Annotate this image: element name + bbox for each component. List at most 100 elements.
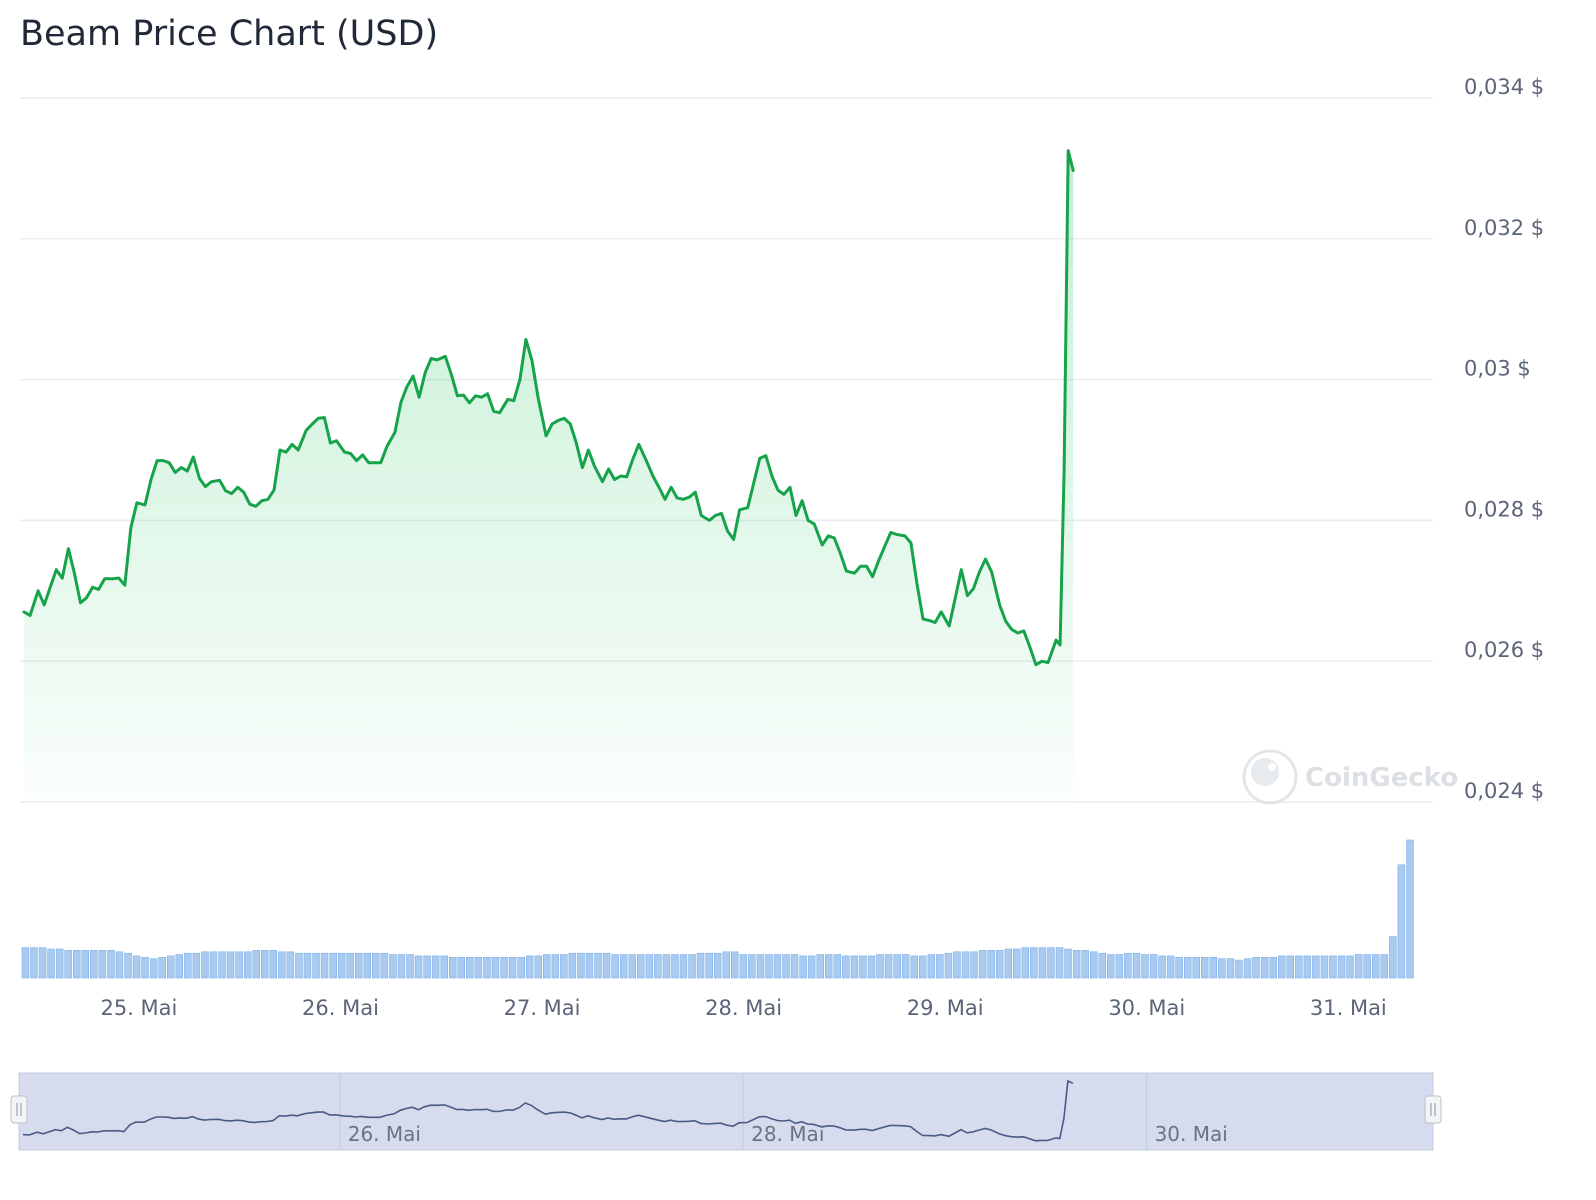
volume-bar xyxy=(1252,956,1260,979)
volume-bar xyxy=(816,954,824,979)
volume-bar xyxy=(98,950,107,979)
volume-bar xyxy=(1004,948,1012,979)
volume-bar xyxy=(551,954,560,979)
volume-bar xyxy=(1021,947,1030,979)
volume-bar xyxy=(269,950,277,979)
x-tick-label: 30. Mai xyxy=(1108,996,1185,1020)
volume-bar xyxy=(1107,954,1115,979)
volume-bar xyxy=(1320,955,1329,979)
y-axis: 0,034 $ 0,032 $ 0,03 $ 0,028 $ 0,026 $ 0,024 … xyxy=(1464,75,1544,803)
volume-bar xyxy=(850,955,859,979)
volume-bar xyxy=(756,954,765,979)
volume-bar xyxy=(1286,955,1295,979)
volume-bar xyxy=(568,952,577,979)
volume-bar xyxy=(175,954,184,979)
x-tick-label: 25. Mai xyxy=(100,996,177,1020)
volume-bar xyxy=(431,955,440,979)
volume-bar xyxy=(508,956,517,979)
volume-bar xyxy=(372,952,380,979)
volume-bar xyxy=(1047,947,1055,979)
navigator-selection[interactable] xyxy=(18,1072,1434,1151)
volume-bar xyxy=(859,955,867,979)
volume-bar xyxy=(1397,864,1406,979)
volume-bar xyxy=(1055,947,1064,979)
watermark-text: CoinGecko xyxy=(1305,763,1458,793)
volume-bar xyxy=(474,956,483,979)
volume-bar xyxy=(1012,948,1021,979)
volume-bar xyxy=(192,952,201,979)
volume-bar xyxy=(55,948,64,979)
volume-bar xyxy=(824,954,833,979)
volume-bar xyxy=(662,954,671,979)
volume-bar xyxy=(679,954,688,979)
volume-bar xyxy=(560,954,568,979)
volume-bar xyxy=(807,955,816,979)
y-tick-label: 0,026 $ xyxy=(1464,638,1544,662)
volume-bar xyxy=(295,952,303,979)
volume-bar xyxy=(38,947,47,979)
navigator-handle-left[interactable] xyxy=(10,1095,28,1124)
navigator-handle-right[interactable] xyxy=(1424,1095,1442,1124)
volume-bar xyxy=(1329,955,1337,979)
volume-bar xyxy=(636,954,645,979)
volume-bar xyxy=(577,952,585,979)
volume-bar xyxy=(440,955,448,979)
volume-bar xyxy=(1209,956,1218,979)
volume-bar xyxy=(81,950,90,979)
volume-bar xyxy=(799,955,807,979)
volume-bar xyxy=(354,952,363,979)
volume-bar xyxy=(141,956,149,979)
volume-bar xyxy=(961,951,970,979)
navigator-line xyxy=(22,1079,1074,1142)
volume-bar xyxy=(457,956,465,979)
volume-bar xyxy=(936,954,944,979)
volume-bar xyxy=(1192,956,1201,979)
volume-bar xyxy=(30,947,38,979)
volume-bar xyxy=(867,955,876,979)
volume-bar xyxy=(748,954,756,979)
volume-bar xyxy=(696,952,705,979)
volume-bar xyxy=(90,950,98,979)
gecko-head-icon xyxy=(1251,758,1279,786)
volume-bar xyxy=(218,951,226,979)
navigator-axis: 26. Mai 28. Mai 30. Mai xyxy=(348,1122,1228,1146)
volume-bar xyxy=(901,954,910,979)
volume-bar xyxy=(1184,956,1192,979)
volume-bar xyxy=(1337,955,1346,979)
volume-bar xyxy=(132,955,141,979)
volume-bar xyxy=(1158,955,1166,979)
navigator-grid xyxy=(339,1073,1148,1150)
volume-bar xyxy=(953,951,961,979)
volume-bar xyxy=(730,951,739,979)
volume-bar xyxy=(1081,950,1089,979)
volume-bar xyxy=(542,954,551,979)
volume-bar xyxy=(1303,955,1312,979)
volume-bar xyxy=(286,951,295,979)
volume-bar xyxy=(893,954,901,979)
volume-bar xyxy=(167,955,175,979)
volume-bar xyxy=(312,952,320,979)
volume-bar xyxy=(842,955,850,979)
volume-bar xyxy=(918,955,927,979)
volume-bar xyxy=(1243,958,1252,979)
volume-bar xyxy=(1380,954,1389,979)
volume-bar xyxy=(654,954,662,979)
volume-bar xyxy=(619,954,628,979)
price-line[interactable] xyxy=(22,149,1075,667)
volume-bar xyxy=(944,952,953,979)
coingecko-watermark: CoinGecko xyxy=(1242,749,1458,805)
volume-bar xyxy=(1278,955,1286,979)
volume-bar xyxy=(346,952,354,979)
volume-bar xyxy=(64,950,72,979)
gecko-logo-icon xyxy=(1242,749,1298,805)
range-navigator[interactable]: 26. Mai 28. Mai 30. Mai xyxy=(10,1072,1442,1151)
x-tick-label: 31. Mai xyxy=(1310,996,1387,1020)
volume-bar xyxy=(1260,956,1269,979)
volume-bar xyxy=(1363,954,1371,979)
volume-bar xyxy=(1235,959,1243,979)
volume-bar xyxy=(978,950,987,979)
volume-bar xyxy=(73,950,81,979)
volume-bar xyxy=(201,951,209,979)
y-tick-label: 0,024 $ xyxy=(1464,779,1544,803)
